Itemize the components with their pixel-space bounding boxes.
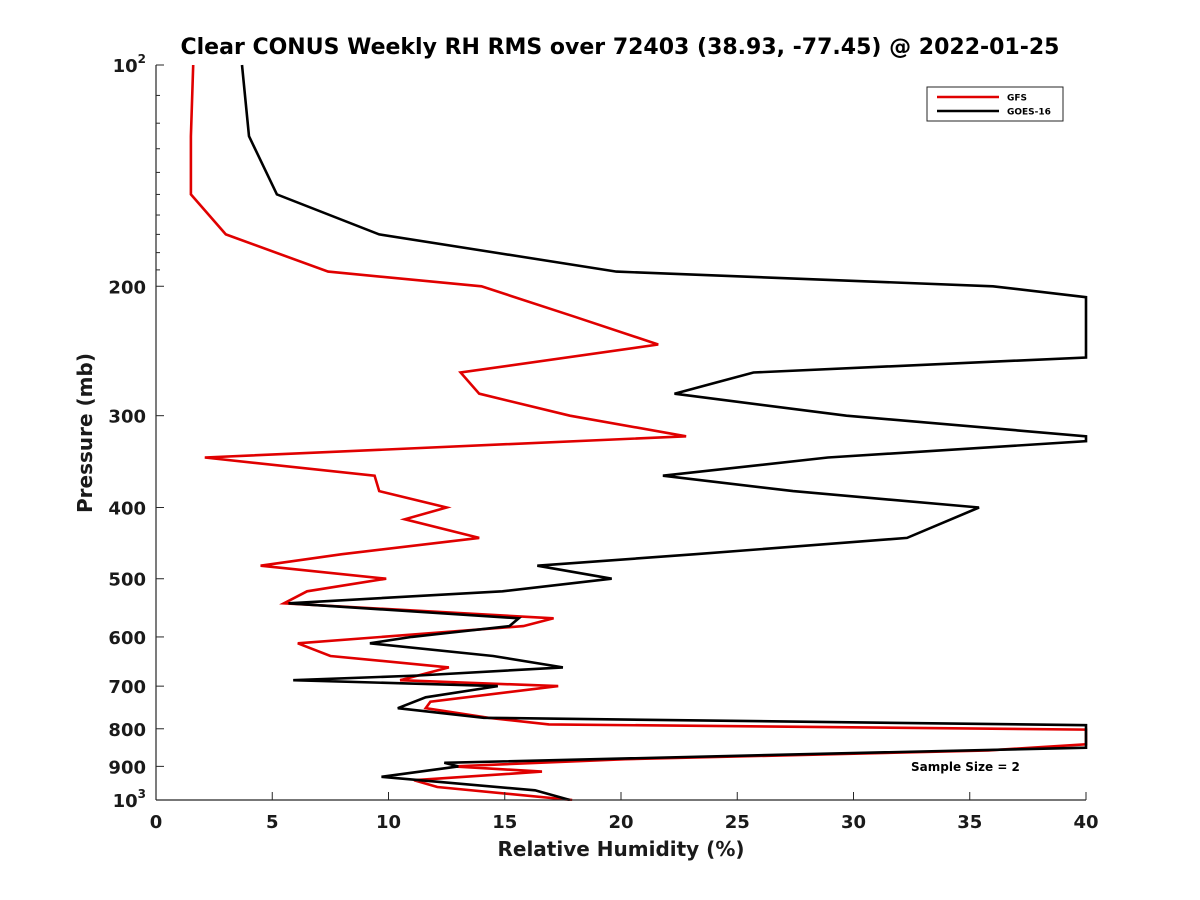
legend-label-goes-16: GOES-16	[1007, 108, 1051, 118]
series-line-gfs	[189, 64, 1088, 801]
plot-area	[189, 64, 1088, 801]
x-tick-label: 20	[608, 812, 633, 833]
y-tick-label: 500	[108, 570, 146, 591]
y-tick-label: 700	[108, 677, 146, 698]
x-tick-label: 35	[957, 812, 982, 833]
legend-label-gfs: GFS	[1007, 94, 1027, 104]
y-tick-label: 103	[113, 787, 146, 812]
chart-title: Clear CONUS Weekly RH RMS over 72403 (38…	[181, 35, 1060, 60]
legend: GFS GOES-16	[926, 86, 1064, 122]
y-tick-label: 600	[108, 628, 146, 649]
legend-box	[926, 86, 1064, 122]
x-tick-label: 0	[150, 812, 163, 833]
y-tick-label: 102	[113, 52, 146, 77]
x-tick-label: 15	[492, 812, 517, 833]
y-axis-label: Pressure (mb)	[73, 353, 97, 513]
x-tick-label: 40	[1073, 812, 1098, 833]
x-tick-label: 25	[725, 812, 750, 833]
x-axis-label: Relative Humidity (%)	[497, 837, 744, 861]
y-tick-label: 900	[108, 757, 146, 778]
x-tick-label: 5	[266, 812, 279, 833]
y-tick-label: 200	[108, 277, 146, 298]
sample-size-annotation: Sample Size = 2	[911, 760, 1020, 774]
y-tick-label: 300	[108, 407, 146, 428]
x-tick-label: 30	[841, 812, 866, 833]
x-tick-label: 10	[376, 812, 401, 833]
axes: 0 5 10 15 20 25 30 35 40 102 200 300 400 500 600 700 800…	[108, 52, 1098, 833]
y-tick-label: 800	[108, 720, 146, 741]
y-tick-label: 400	[108, 499, 146, 520]
series-line-goes-16	[240, 64, 1088, 801]
